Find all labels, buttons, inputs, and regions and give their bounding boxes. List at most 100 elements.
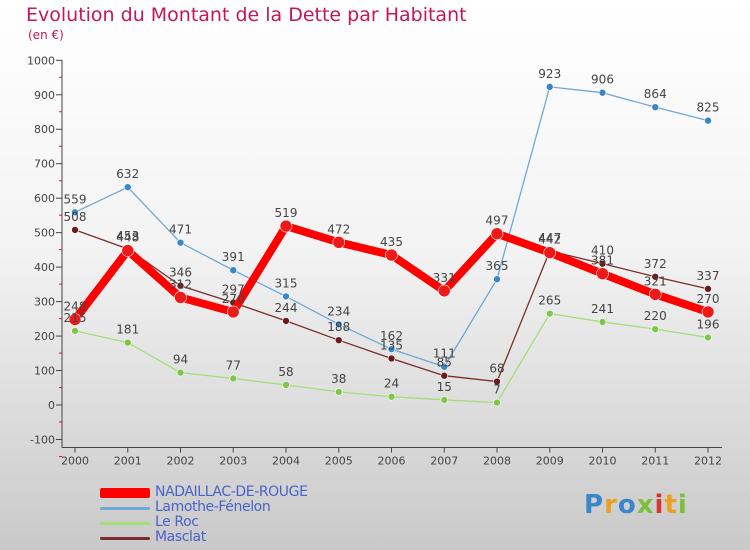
data-point [440,362,449,371]
data-label: 38 [331,372,346,386]
data-label: 508 [64,210,87,224]
data-label: 448 [116,231,139,245]
legend-swatch [100,537,150,540]
y-tick-label: -100 [30,433,55,446]
data-point [598,88,607,97]
data-point [704,116,712,125]
data-point [440,396,449,404]
proxiti-logo: Proxiti [584,490,688,520]
data-label: 321 [644,274,667,288]
data-point [596,267,609,280]
legend-swatch [100,507,150,510]
data-label: 270 [222,292,245,306]
data-point [387,345,396,353]
data-label: 559 [64,192,87,206]
y-tick-label: 1000 [27,54,55,67]
y-tick-label: 700 [34,158,55,171]
data-label: 519 [275,206,298,220]
data-point [334,388,343,396]
data-label: 365 [486,259,509,273]
data-point [648,288,662,301]
y-tick-label: 400 [34,261,55,274]
data-point [121,244,135,257]
data-label: 220 [644,309,667,323]
data-point [334,336,343,344]
legend-swatch [100,488,150,498]
data-point [282,317,290,325]
data-label: 442 [538,233,561,247]
x-tick-label: 2012 [694,454,722,467]
legend-label: NADAILLAC-DE-ROUGE [155,484,308,500]
y-tick-label: 500 [34,227,55,240]
data-point [651,103,660,111]
data-point [493,398,501,407]
data-label: 241 [591,302,614,316]
data-point [490,227,504,240]
data-label: 312 [169,277,192,291]
data-point [282,292,290,301]
data-point [282,381,290,389]
data-point [543,246,557,259]
data-point [71,208,79,217]
chart-title: Evolution du Montant de la Dette par Hab… [26,4,467,26]
data-label: 94 [173,353,188,367]
data-label: 923 [538,67,561,81]
legend-label: Lamothe-Fénelon [155,499,271,515]
data-label: 410 [591,244,614,258]
x-tick-label: 2011 [641,454,669,467]
data-label: 331 [433,271,456,285]
x-tick-label: 2001 [114,454,142,467]
data-label: 453 [116,229,139,243]
data-label: 632 [116,167,139,181]
data-label: 68 [489,362,504,376]
data-point [174,291,187,304]
y-tick-label: 800 [34,123,55,136]
data-label: 234 [327,304,350,318]
x-tick-label: 2006 [378,454,406,467]
data-point [387,392,396,401]
data-point [704,333,712,342]
data-point [332,236,346,249]
data-point [229,266,238,275]
data-point [598,259,607,268]
x-tick-label: 2000 [61,454,89,467]
data-point [279,219,293,233]
data-point [226,305,240,319]
x-tick-label: 2005 [325,454,353,467]
data-label: 135 [380,338,403,352]
data-label: 248 [64,300,87,314]
data-label: 85 [437,356,452,370]
data-point [71,226,79,234]
data-label: 162 [380,329,403,343]
data-label: 77 [226,358,241,372]
data-point [437,284,451,298]
data-label: 391 [222,250,245,264]
data-point [123,183,132,191]
y-tick-label: 300 [34,296,55,309]
data-label: 381 [591,254,614,268]
data-label: 825 [697,101,720,115]
data-point [493,275,501,283]
data-label: 111 [433,347,456,361]
data-label: 337 [697,269,720,283]
data-point [545,83,554,91]
chart-subtitle: (en €) [28,28,64,42]
data-point [598,318,607,326]
data-label: 270 [697,292,720,306]
data-label: 15 [437,380,452,394]
data-point [387,354,396,363]
x-tick-label: 2002 [167,454,195,467]
x-tick-label: 2003 [219,454,247,467]
data-label: 58 [278,365,293,379]
legend-swatch [100,522,150,525]
data-point [704,285,712,293]
y-tick-label: 900 [34,89,55,102]
data-point [545,309,554,318]
data-point [176,238,185,247]
data-point [176,281,185,290]
data-point [493,377,501,386]
y-tick-label: 600 [34,192,55,205]
x-tick-label: 2004 [272,454,300,467]
